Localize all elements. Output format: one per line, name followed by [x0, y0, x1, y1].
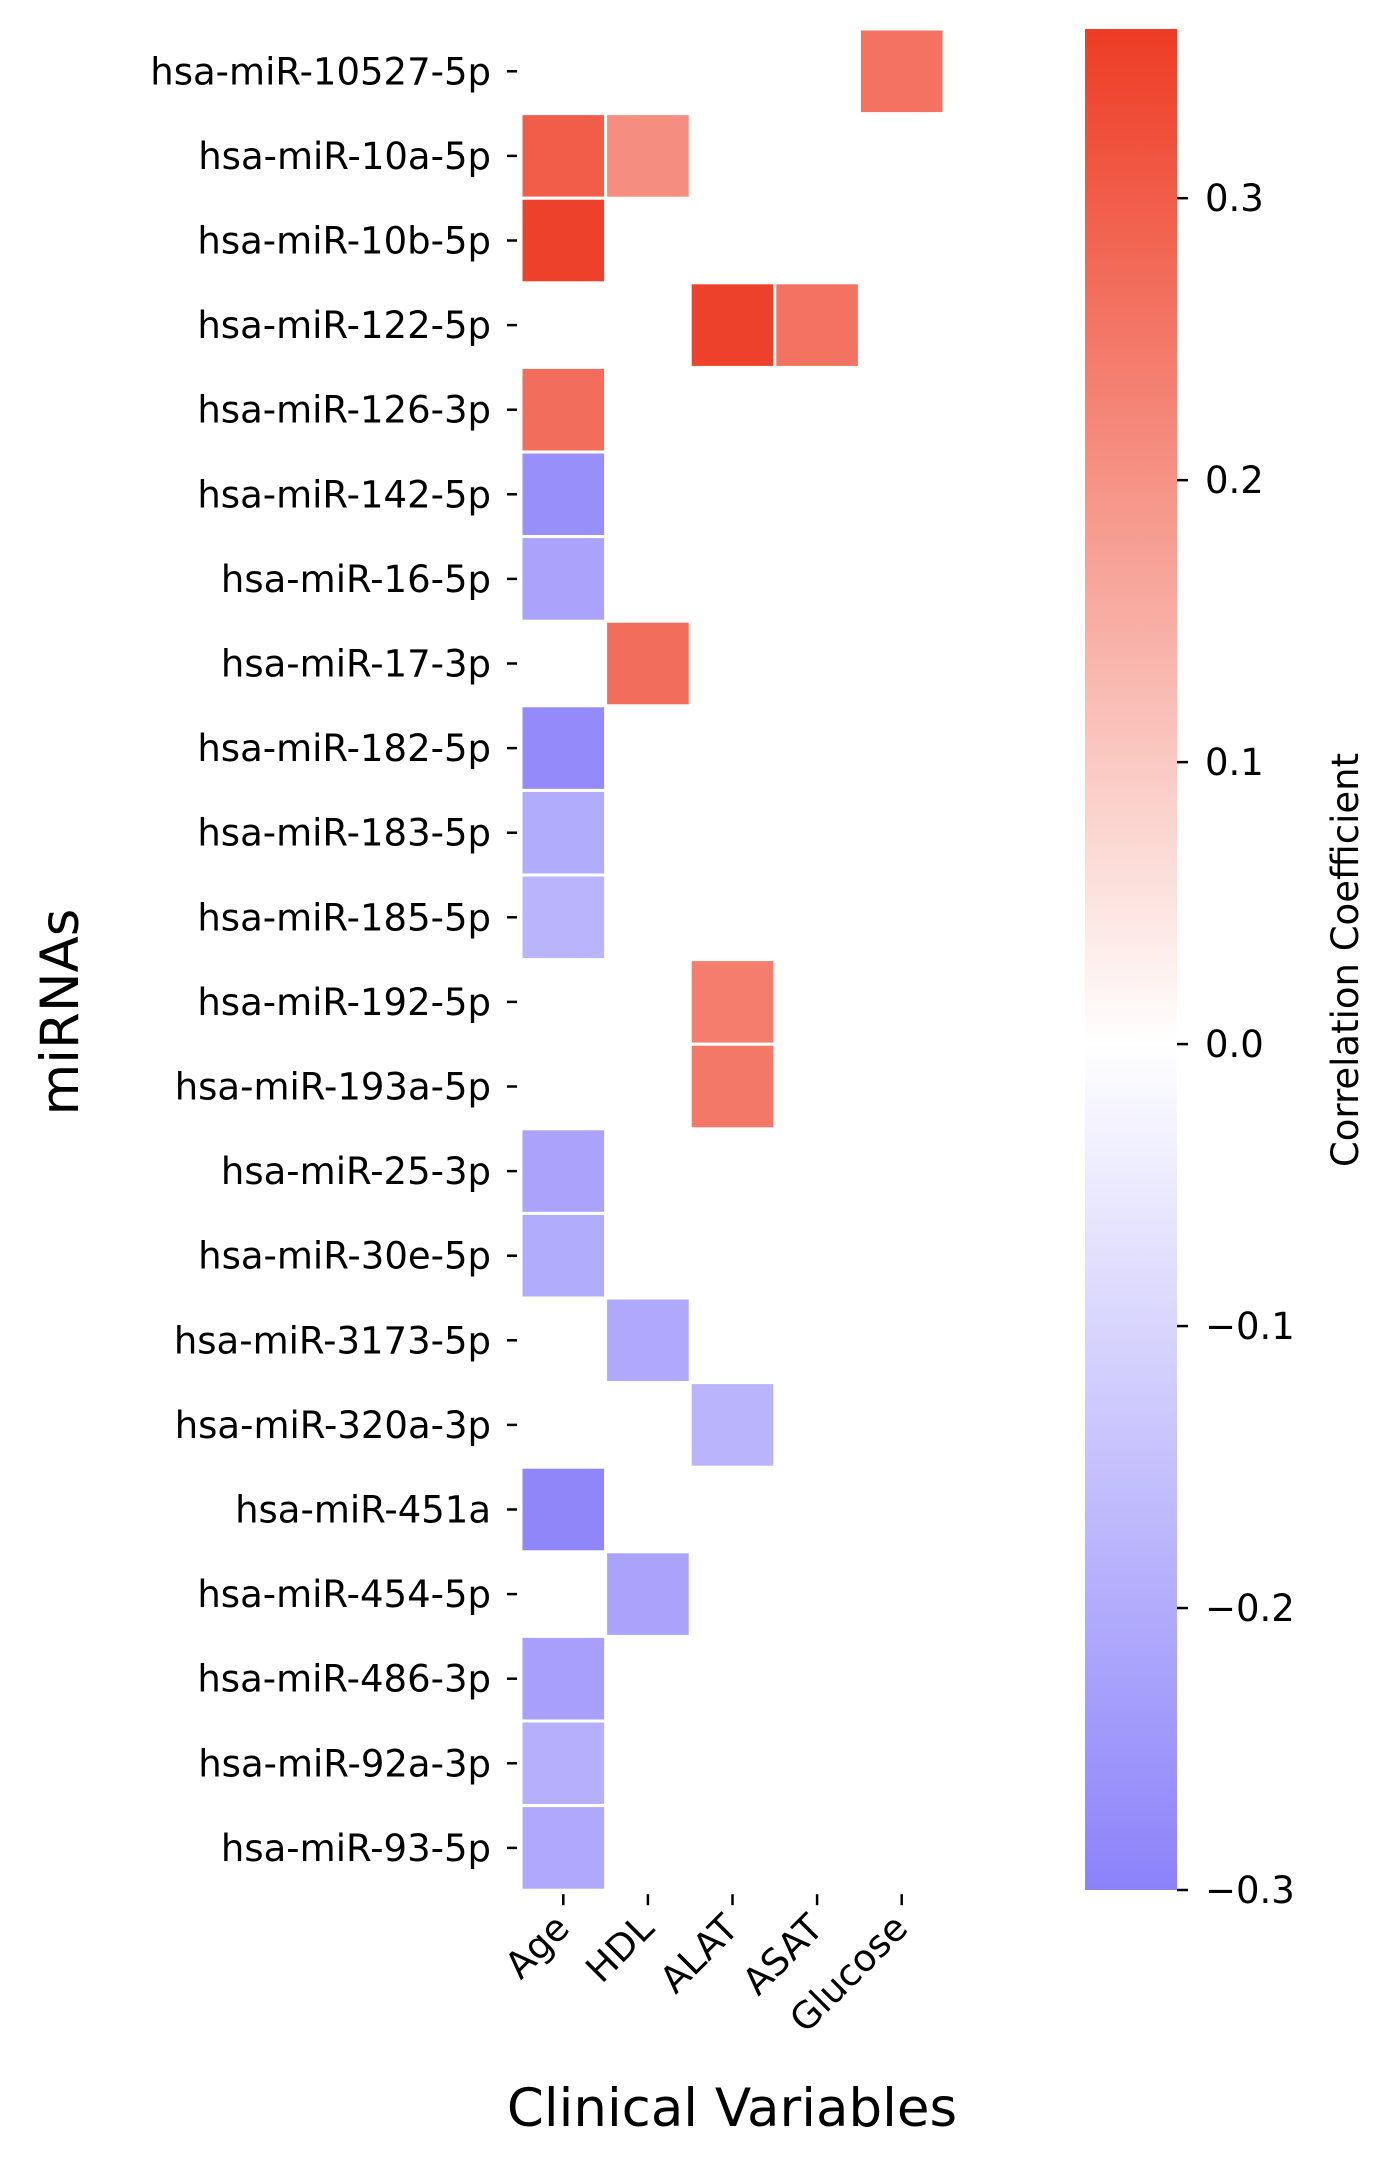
column-label: HDL — [577, 1906, 662, 1991]
colorbar-tick-label: 0.3 — [1205, 177, 1264, 220]
row-label: hsa-miR-16-5p — [221, 558, 491, 601]
heatmap-cell — [688, 281, 777, 369]
heatmap-cell — [519, 873, 608, 962]
heatmap-cell — [519, 450, 608, 539]
row-label: hsa-miR-142-5p — [197, 473, 491, 516]
heatmap-cell — [688, 1042, 777, 1131]
row-label: hsa-miR-185-5p — [197, 896, 491, 939]
row-label: hsa-miR-17-3p — [221, 643, 491, 686]
heatmap-cell — [519, 1465, 608, 1554]
heatmap-cell — [688, 1381, 777, 1469]
heatmap-cell — [519, 1127, 608, 1215]
row-label: hsa-miR-122-5p — [197, 304, 491, 347]
heatmap-cell — [604, 1296, 692, 1385]
colorbar-tick-label: −0.2 — [1205, 1587, 1295, 1630]
row-label: hsa-miR-25-3p — [221, 1150, 491, 1193]
heatmap-cell — [519, 788, 608, 877]
row-label: hsa-miR-10b-5p — [197, 220, 491, 263]
heatmap-cell — [688, 958, 777, 1046]
row-label: hsa-miR-320a-3p — [175, 1404, 491, 1447]
row-label: hsa-miR-183-5p — [197, 812, 491, 855]
row-axis: hsa-miR-10527-5p hsa-miR-10a-5p hsa-miR-10… — [150, 50, 517, 1870]
heatmap-cell — [519, 1719, 608, 1808]
colorbar-tick-label: −0.1 — [1205, 1305, 1295, 1348]
colorbar-tick-label: 0.2 — [1205, 459, 1264, 502]
colorbar-tick-label: −0.3 — [1205, 1869, 1295, 1912]
heatmap-cell — [519, 704, 608, 792]
heatmap-cell — [773, 281, 861, 369]
row-label: hsa-miR-451a — [235, 1489, 491, 1532]
colorbar-tick-label: 0.0 — [1205, 1023, 1264, 1066]
heatmap-cell — [519, 1804, 608, 1892]
row-label: hsa-miR-10527-5p — [150, 50, 491, 93]
row-label: hsa-miR-10a-5p — [198, 135, 491, 178]
heatmap-cell — [519, 196, 608, 285]
heatmap-cell — [604, 1550, 692, 1638]
heatmap-cell — [519, 1211, 608, 1300]
x-axis-title: Clinical Variables — [507, 2078, 957, 2139]
y-axis-title: miRNAs — [30, 909, 91, 1116]
heatmap-cell — [519, 535, 608, 623]
column-label: ALAT — [652, 1906, 748, 2002]
row-label: hsa-miR-93-5p — [221, 1827, 491, 1870]
row-label: hsa-miR-3173-5p — [174, 1319, 491, 1362]
heatmap-cell — [604, 112, 692, 200]
column-label: Age — [497, 1906, 578, 1987]
row-label: hsa-miR-30e-5p — [198, 1235, 491, 1278]
colorbar-ticks: −0.3 −0.2 −0.1 0.0 0.1 0.2 0.3 — [1177, 177, 1295, 1912]
heatmap-cell — [519, 1634, 608, 1723]
colorbar: −0.3 −0.2 −0.1 0.0 0.1 0.2 0.3 Correlation Coe… — [1085, 29, 1367, 1912]
heatmap-cell — [857, 27, 946, 116]
heatmap-cell — [519, 365, 608, 454]
row-label: hsa-miR-92a-3p — [198, 1742, 491, 1785]
colorbar-label: Correlation Coefficient — [1324, 753, 1367, 1167]
row-label: hsa-miR-454-5p — [197, 1573, 491, 1616]
row-label: hsa-miR-182-5p — [197, 727, 491, 770]
colorbar-tick-label: 0.1 — [1205, 741, 1264, 784]
heatmap-cells — [519, 27, 946, 1892]
row-label: hsa-miR-126-3p — [197, 389, 491, 432]
row-label: hsa-miR-486-3p — [197, 1658, 491, 1701]
colorbar-gradient — [1085, 29, 1177, 1890]
heatmap-cell — [519, 112, 608, 200]
row-label: hsa-miR-193a-5p — [175, 1066, 491, 1109]
heatmap-cell — [604, 619, 692, 708]
row-label: hsa-miR-192-5p — [197, 981, 491, 1024]
